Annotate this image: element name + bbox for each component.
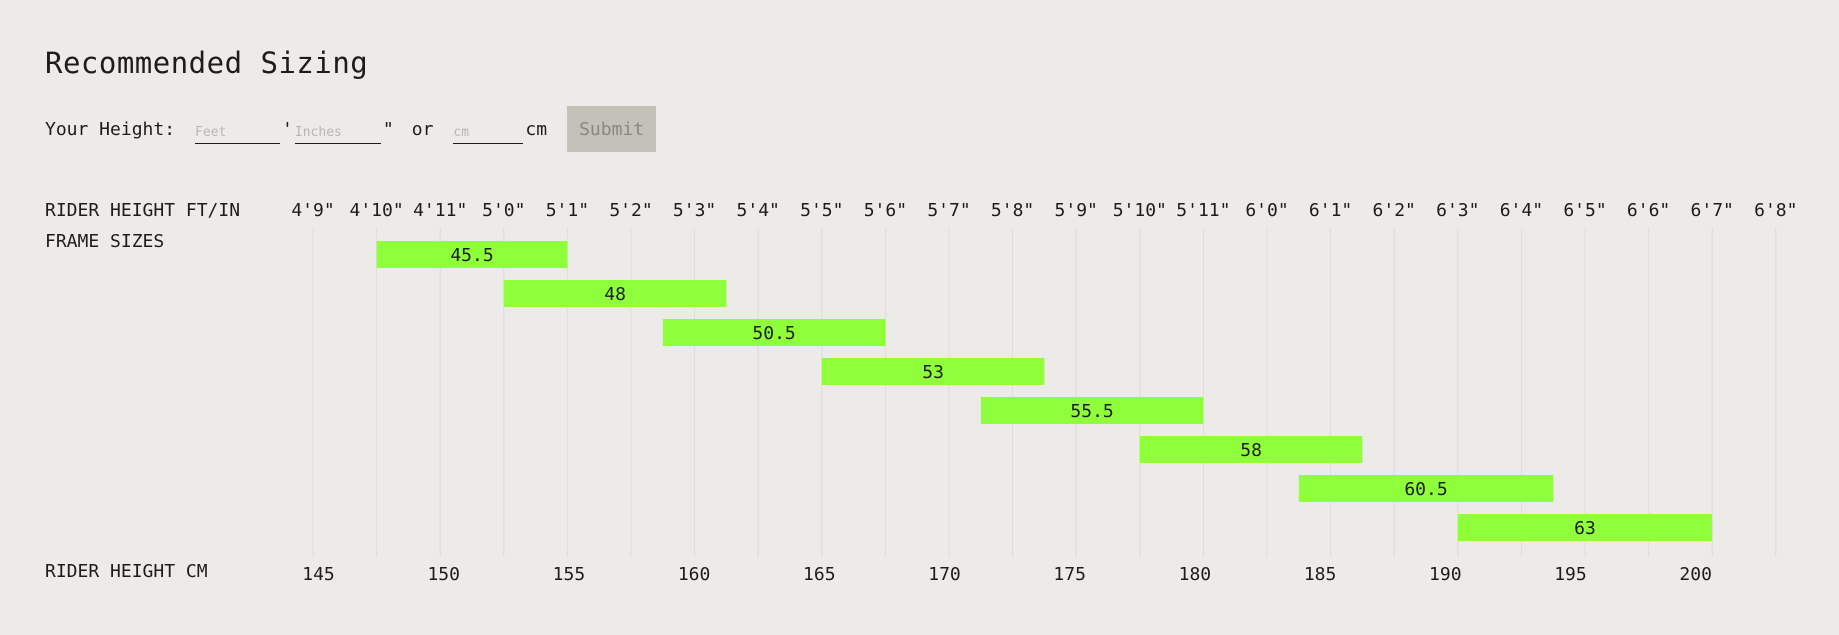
ft-tick-label: 5'3" xyxy=(673,200,716,221)
ft-tick-label: 5'2" xyxy=(609,200,652,221)
frame-size-bar[interactable]: 60.5 xyxy=(1298,475,1554,502)
ft-tick-label: 6'8" xyxy=(1754,200,1797,221)
frame-size-bar-label: 48 xyxy=(604,284,626,305)
frame-size-bar[interactable]: 53 xyxy=(821,358,1045,385)
cm-tick-label: 155 xyxy=(553,564,586,585)
cm-tick-label: 180 xyxy=(1179,564,1212,585)
ft-tick-label: 6'5" xyxy=(1563,200,1606,221)
cm-input[interactable] xyxy=(453,122,524,144)
height-form: Your Height: ' " or cm Submit xyxy=(45,106,657,152)
page-title: Recommended Sizing xyxy=(45,46,369,80)
inches-mark: " xyxy=(382,118,394,140)
cm-unit-label: cm xyxy=(525,118,548,140)
frame-size-bar-label: 58 xyxy=(1240,440,1262,461)
frame-size-bar[interactable]: 63 xyxy=(1457,514,1713,541)
frame-size-bar[interactable]: 58 xyxy=(1139,436,1363,463)
height-label: Your Height: xyxy=(45,118,176,140)
frame-size-bar-label: 50.5 xyxy=(752,323,795,344)
ft-tick-labels: 4'9" 4'10" 4'11" 5'0" 5'1" 5'2" 5'3" 5'4" 5'5" 5'… xyxy=(291,200,1797,221)
ft-tick-label: 6'3" xyxy=(1436,200,1479,221)
feet-input[interactable] xyxy=(195,122,281,144)
frame-size-bar-rect[interactable] xyxy=(376,241,568,268)
frame-size-bar-rect[interactable] xyxy=(503,280,727,307)
frame-size-bar-rect[interactable] xyxy=(821,358,1045,385)
cm-tick-label: 145 xyxy=(302,564,335,585)
ft-tick-label: 5'5" xyxy=(800,200,843,221)
ft-tick-label: 6'4" xyxy=(1500,200,1543,221)
or-label: or xyxy=(411,118,434,140)
submit-button[interactable]: Submit xyxy=(567,106,657,152)
ft-tick-label: 6'6" xyxy=(1627,200,1670,221)
ft-tick-label: 5'9" xyxy=(1055,200,1098,221)
ft-tick-label: 5'4" xyxy=(737,200,780,221)
ft-tick-label: 6'1" xyxy=(1309,200,1352,221)
ft-tick-label: 4'9" xyxy=(291,200,334,221)
ft-tick-label: 5'6" xyxy=(864,200,907,221)
inches-input[interactable] xyxy=(294,122,381,144)
cm-tick-label: 200 xyxy=(1679,564,1712,585)
cm-tick-label: 170 xyxy=(928,564,961,585)
frame-size-bar-rect[interactable] xyxy=(662,319,886,346)
cm-tick-label: 165 xyxy=(803,564,836,585)
cm-tick-label: 195 xyxy=(1554,564,1587,585)
ft-tick-label: 4'11" xyxy=(413,200,467,221)
frame-size-bar[interactable]: 55.5 xyxy=(980,397,1204,424)
frame-size-bar-label: 63 xyxy=(1574,518,1596,539)
cm-tick-label: 150 xyxy=(427,564,460,585)
frame-size-bar-rect[interactable] xyxy=(1139,436,1363,463)
frame-size-bar[interactable]: 45.5 xyxy=(376,241,568,268)
ft-tick-label: 5'11" xyxy=(1176,200,1230,221)
chart-gridlines xyxy=(312,228,1777,557)
ft-tick-label: 5'1" xyxy=(546,200,589,221)
rider-height-ft-label: RIDER HEIGHT FT/IN xyxy=(45,200,240,221)
frame-size-bar[interactable]: 50.5 xyxy=(662,319,886,346)
frame-size-bar-label: 55.5 xyxy=(1070,401,1113,422)
ft-tick-label: 5'0" xyxy=(482,200,525,221)
ft-tick-label: 5'7" xyxy=(927,200,970,221)
frame-size-bar-rect[interactable] xyxy=(1298,475,1554,502)
cm-tick-label: 175 xyxy=(1053,564,1086,585)
frame-size-bar-label: 53 xyxy=(922,362,944,383)
ft-tick-label: 5'10" xyxy=(1113,200,1167,221)
ft-tick-label: 6'0" xyxy=(1245,200,1288,221)
rider-height-cm-label: RIDER HEIGHT CM xyxy=(45,561,208,582)
frame-size-bar-label: 45.5 xyxy=(450,245,493,266)
frame-size-bar-rect[interactable] xyxy=(980,397,1204,424)
frame-size-bar-label: 60.5 xyxy=(1404,479,1447,500)
cm-tick-label: 160 xyxy=(678,564,711,585)
ft-tick-label: 4'10" xyxy=(350,200,404,221)
cm-tick-labels: 145 150 155 160 165 170 175 180 185 190 195 200 xyxy=(302,564,1712,585)
ft-tick-label: 5'8" xyxy=(991,200,1034,221)
ft-tick-label: 6'7" xyxy=(1691,200,1734,221)
frame-size-bar[interactable]: 48 xyxy=(503,280,727,307)
frame-size-bar-rect[interactable] xyxy=(1457,514,1713,541)
ft-tick-label: 6'2" xyxy=(1373,200,1416,221)
feet-mark: ' xyxy=(282,118,293,140)
frame-size-bars: 45.5 48 50.5 53 55.5 58 60.5 63 xyxy=(376,241,1713,541)
frame-sizes-label: FRAME SIZES xyxy=(45,231,164,252)
cm-tick-label: 185 xyxy=(1304,564,1337,585)
cm-tick-label: 190 xyxy=(1429,564,1462,585)
